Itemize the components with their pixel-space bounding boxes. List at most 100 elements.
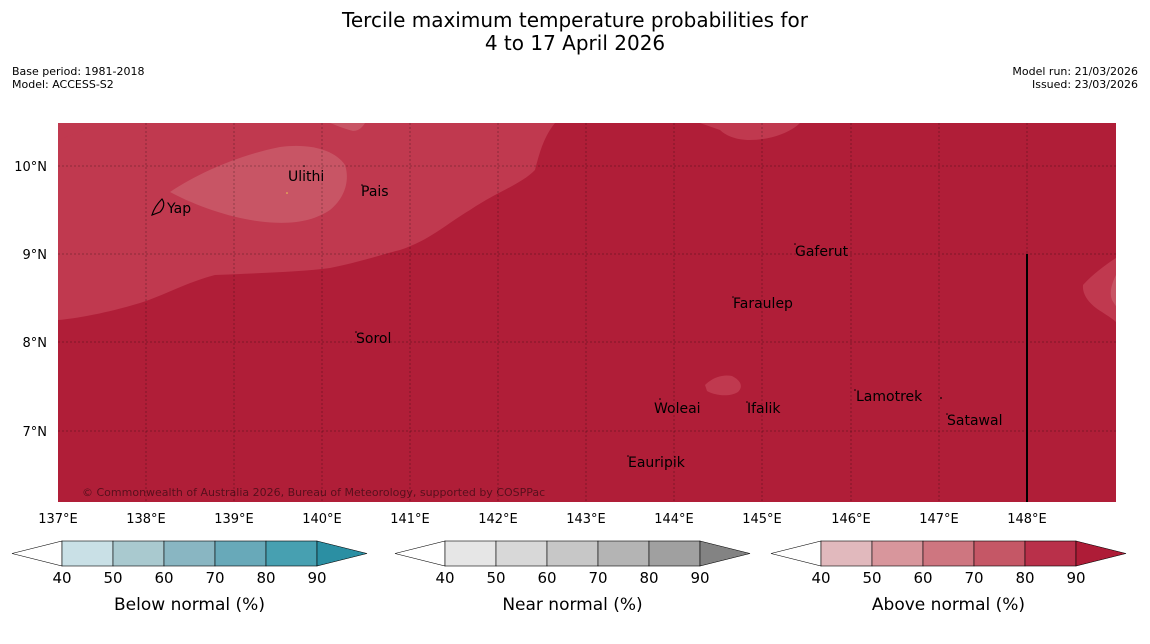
lon-label-141e: 141°E [390,512,430,527]
lat-label-8n: 8°N [23,336,48,351]
title-line-1: Tercile maximum temperature probabilitie… [342,8,808,32]
place-label-ifalik: Ifalik [747,401,781,417]
region-above-70-80 [58,123,555,320]
colorbar-below: 40 50 60 70 80 90 Below normal (%) [11,540,368,615]
place-label-lamotrek: Lamotrek [856,389,923,405]
colorbar-above: 40 50 60 70 80 90 Above normal (%) [770,540,1127,615]
copyright-text: © Commonwealth of Australia 2026, Bureau… [82,486,545,499]
island-dot [794,243,796,245]
place-label-yap: Yap [166,201,191,217]
colorbar-below-segment [61,540,114,567]
place-label-ulithi: Ulithi [288,169,324,185]
colorbar-near: 40 50 60 70 80 90 Near normal (%) [394,540,751,615]
colorbar-near-high-extension [699,540,751,567]
place-label-satawal: Satawal [947,413,1002,429]
place-label-gaferut: Gaferut [795,244,849,260]
model-name: Model: ACCESS-S2 [12,78,114,91]
colorbar-below-tick-label: 80 [256,569,275,587]
island-dot [746,401,748,403]
region-above-60-70-top [330,123,365,131]
colorbar-above-low-extension [770,540,822,567]
colorbar-near-segment [444,540,497,567]
colorbar-below-tick-label: 70 [205,569,224,587]
lon-label-148e: 148°E [1007,512,1047,527]
place-label-pais: Pais [361,184,389,200]
place-label-eauripik: Eauripik [628,455,686,471]
colorbar-above-tick-label: 60 [913,569,932,587]
region-above-70-80-east [1082,258,1116,322]
issued-date: Issued: 23/03/2026 [1031,78,1138,91]
title-line-2: 4 to 17 April 2026 [484,31,666,55]
colorbar-below-segment [265,540,318,567]
lon-label-138e: 138°E [126,512,166,527]
colorbar-near-tick-label: 40 [435,569,454,587]
lon-label-146e: 146°E [831,512,871,527]
colorbar-near-segment [546,540,599,567]
island-dot [946,413,948,415]
meta-right: Model run: 21/03/2026 Issued: 23/03/2026 [1012,65,1138,91]
lon-label-147e: 147°E [919,512,959,527]
lon-label-142e: 142°E [478,512,518,527]
island-dot [627,455,629,457]
lat-label-9n: 9°N [23,248,48,263]
colorbar-above-segment [922,540,975,567]
colorbar-above-tick-label: 70 [964,569,983,587]
model-run: Model run: 21/03/2026 [1012,65,1138,78]
colorbar-above-segment [973,540,1026,567]
colorbar-above-tick-label: 80 [1015,569,1034,587]
island-dot [659,398,661,400]
colorbar-below-low-extension [11,540,63,567]
graticule [58,123,1116,502]
region-above-70-80-small [705,375,741,396]
colorbar-near-tick-label: 50 [486,569,505,587]
colorbar-above-segment [820,540,873,567]
colorbar-below-tick-label: 50 [103,569,122,587]
place-label-sorol: Sorol [356,331,391,347]
colorbar-below-tick-label: 90 [307,569,326,587]
lon-label-145e: 145°E [742,512,782,527]
lon-label-144e: 144°E [654,512,694,527]
colorbar-below-segment [112,540,165,567]
colorbar-near-tick-label: 60 [537,569,556,587]
colorbar-near-tick-label: 80 [639,569,658,587]
colorbar-near-segment [495,540,548,567]
meta-left: Base period: 1981-2018 Model: ACCESS-S2 [12,65,144,91]
base-period: Base period: 1981-2018 [12,65,145,78]
island-dot [361,184,363,186]
colorbar-above-tick-label: 40 [811,569,830,587]
region-above-60-70 [170,145,347,223]
colorbar-near-tick-label: 90 [690,569,709,587]
lon-label-140e: 140°E [302,512,342,527]
colorbar-above-label: Above normal (%) [872,595,1025,615]
colorbar-above-segment [871,540,924,567]
colorbar-near-tick-label: 70 [588,569,607,587]
region-above-70-80-top [700,123,800,140]
island-markers [286,165,948,457]
colorbar-above-high-extension [1075,540,1127,567]
colorbar-below-segment [214,540,267,567]
yap-island-outline [151,198,165,216]
colorbar-above-tick-label: 50 [862,569,881,587]
island-dot [286,192,288,194]
colorbar-above-tick-label: 90 [1066,569,1085,587]
colorbar-below-segment [163,540,216,567]
colorbar-near-label: Near normal (%) [502,595,642,615]
colorbar-below-tick-label: 40 [52,569,71,587]
colorbar-near-segment [648,540,701,567]
colorbar-above-segment [1024,540,1077,567]
colorbar-below-tick-label: 60 [154,569,173,587]
region-above-70-80-top-left [58,123,95,140]
lat-label-7n: 7°N [23,425,48,440]
lon-label-139e: 139°E [214,512,254,527]
lon-label-143e: 143°E [566,512,606,527]
colorbar-near-segment [597,540,650,567]
chart-title: Tercile maximum temperature probabilitie… [0,9,1150,55]
island-dot [854,389,856,391]
island-dot [355,331,357,333]
colorbar-below-label: Below normal (%) [114,595,265,615]
island-dot [940,397,942,399]
region-above-60-70-east [1110,275,1116,306]
island-dot [303,165,305,167]
place-label-faraulep: Faraulep [733,296,793,312]
